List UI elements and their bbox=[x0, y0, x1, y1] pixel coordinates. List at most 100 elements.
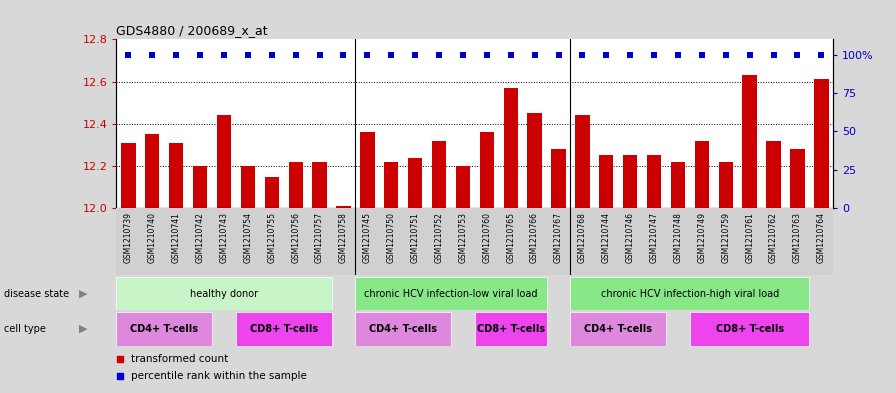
Text: GSM1210759: GSM1210759 bbox=[721, 211, 730, 263]
Point bbox=[360, 51, 375, 58]
Point bbox=[217, 51, 231, 58]
Text: GSM1210761: GSM1210761 bbox=[745, 211, 754, 263]
Text: GSM1210742: GSM1210742 bbox=[195, 211, 204, 263]
Text: GSM1210746: GSM1210746 bbox=[625, 211, 634, 263]
Point bbox=[671, 51, 685, 58]
Text: percentile rank within the sample: percentile rank within the sample bbox=[131, 371, 306, 381]
Text: CD8+ T-cells: CD8+ T-cells bbox=[716, 324, 784, 334]
Point bbox=[264, 51, 279, 58]
Point bbox=[766, 51, 780, 58]
Text: GSM1210739: GSM1210739 bbox=[124, 211, 133, 263]
Text: GSM1210751: GSM1210751 bbox=[410, 211, 419, 263]
Point bbox=[121, 51, 135, 58]
Text: ▶: ▶ bbox=[79, 324, 88, 334]
Bar bbox=[528, 113, 542, 208]
Bar bbox=[814, 79, 829, 208]
Text: GSM1210752: GSM1210752 bbox=[435, 211, 444, 263]
Text: GSM1210764: GSM1210764 bbox=[817, 211, 826, 263]
Bar bbox=[116, 312, 212, 346]
Bar bbox=[743, 75, 757, 208]
Text: healthy donor: healthy donor bbox=[190, 289, 258, 299]
Bar bbox=[121, 143, 135, 208]
Text: GSM1210740: GSM1210740 bbox=[148, 211, 157, 263]
Text: GSM1210758: GSM1210758 bbox=[339, 211, 348, 263]
Text: chronic HCV infection-high viral load: chronic HCV infection-high viral load bbox=[601, 289, 779, 299]
Text: GSM1210763: GSM1210763 bbox=[793, 211, 802, 263]
Bar bbox=[647, 156, 661, 208]
Text: GSM1210750: GSM1210750 bbox=[387, 211, 396, 263]
Text: GSM1210741: GSM1210741 bbox=[172, 211, 181, 263]
Text: chronic HCV infection-low viral load: chronic HCV infection-low viral load bbox=[365, 289, 538, 299]
Text: cell type: cell type bbox=[4, 324, 47, 334]
Point bbox=[432, 51, 446, 58]
Bar bbox=[145, 134, 159, 208]
Text: GSM1210762: GSM1210762 bbox=[769, 211, 778, 263]
Point bbox=[814, 51, 829, 58]
Text: transformed count: transformed count bbox=[131, 354, 228, 364]
Point bbox=[575, 51, 590, 58]
Point bbox=[336, 51, 350, 58]
Bar bbox=[356, 312, 451, 346]
Point bbox=[289, 51, 303, 58]
Point bbox=[313, 51, 327, 58]
Text: disease state: disease state bbox=[4, 289, 70, 299]
Text: GSM1210760: GSM1210760 bbox=[482, 211, 491, 263]
Bar bbox=[575, 115, 590, 208]
Bar bbox=[432, 141, 446, 208]
Point bbox=[790, 51, 805, 58]
Text: CD4+ T-cells: CD4+ T-cells bbox=[130, 324, 198, 334]
Bar bbox=[313, 162, 327, 208]
Point bbox=[551, 51, 565, 58]
Text: GSM1210766: GSM1210766 bbox=[530, 211, 539, 263]
Point bbox=[145, 51, 159, 58]
Point bbox=[241, 51, 255, 58]
Point bbox=[743, 51, 757, 58]
Point bbox=[321, 264, 335, 270]
Text: GSM1210749: GSM1210749 bbox=[697, 211, 706, 263]
Point bbox=[528, 51, 542, 58]
Text: GSM1210768: GSM1210768 bbox=[578, 211, 587, 263]
Bar bbox=[169, 143, 184, 208]
Point bbox=[193, 51, 207, 58]
Bar bbox=[719, 162, 733, 208]
Bar bbox=[289, 162, 303, 208]
Text: ▶: ▶ bbox=[79, 289, 88, 299]
Bar bbox=[456, 166, 470, 208]
Point bbox=[321, 107, 335, 113]
Bar bbox=[408, 158, 422, 208]
Point bbox=[623, 51, 637, 58]
Point bbox=[647, 51, 661, 58]
Bar bbox=[360, 132, 375, 208]
Bar bbox=[790, 149, 805, 208]
Bar bbox=[571, 312, 666, 346]
Bar bbox=[694, 141, 709, 208]
Text: GSM1210765: GSM1210765 bbox=[506, 211, 515, 263]
Bar bbox=[551, 149, 565, 208]
Bar bbox=[241, 166, 255, 208]
Text: GSM1210767: GSM1210767 bbox=[554, 211, 563, 263]
Point bbox=[479, 51, 494, 58]
Text: GSM1210755: GSM1210755 bbox=[267, 211, 276, 263]
Bar bbox=[236, 312, 332, 346]
Bar bbox=[264, 176, 279, 208]
Text: CD8+ T-cells: CD8+ T-cells bbox=[477, 324, 545, 334]
Bar bbox=[671, 162, 685, 208]
Bar bbox=[766, 141, 780, 208]
Point bbox=[169, 51, 184, 58]
Text: GSM1210747: GSM1210747 bbox=[650, 211, 659, 263]
Bar bbox=[479, 132, 494, 208]
Bar bbox=[336, 206, 350, 208]
Text: GSM1210757: GSM1210757 bbox=[315, 211, 324, 263]
Text: GSM1210756: GSM1210756 bbox=[291, 211, 300, 263]
Bar bbox=[116, 277, 332, 310]
Point bbox=[599, 51, 614, 58]
Text: CD4+ T-cells: CD4+ T-cells bbox=[369, 324, 437, 334]
Point bbox=[719, 51, 733, 58]
Bar bbox=[193, 166, 207, 208]
Text: GSM1210754: GSM1210754 bbox=[244, 211, 253, 263]
Bar bbox=[504, 88, 518, 208]
Text: GDS4880 / 200689_x_at: GDS4880 / 200689_x_at bbox=[116, 24, 268, 37]
Bar bbox=[356, 277, 547, 310]
Text: GSM1210748: GSM1210748 bbox=[674, 211, 683, 263]
Bar bbox=[571, 277, 809, 310]
